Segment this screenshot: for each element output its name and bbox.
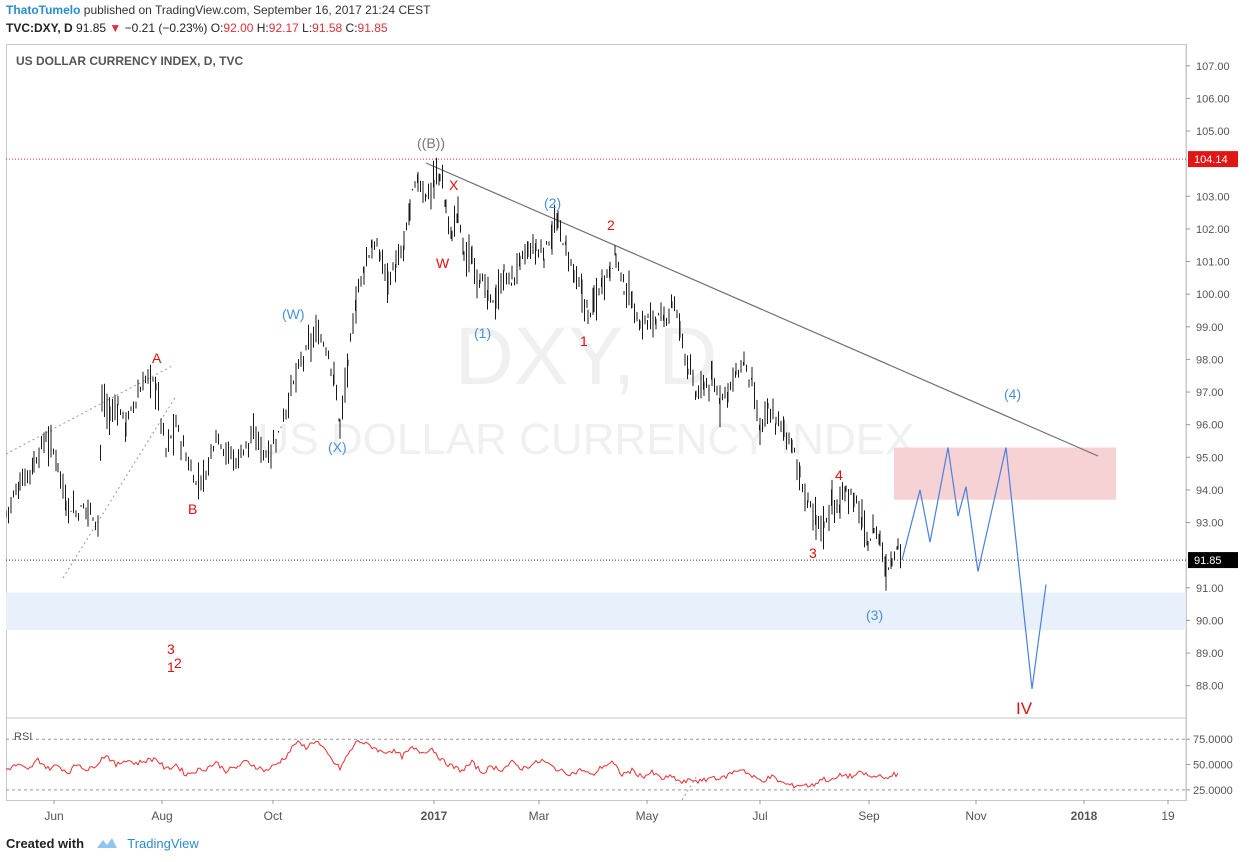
rsi-tick-label: 50.0000 <box>1193 760 1233 772</box>
wave-label-2-paren[interactable]: (2) <box>544 195 561 211</box>
price-tick-label: 91.00 <box>1196 583 1224 595</box>
down-arrow-icon: ▼ <box>109 21 122 35</box>
created-with-text: Created with <box>6 836 85 851</box>
ohlc-header: TVC:DXY, D 91.85 ▼ −0.21 (−0.23%) O:92.0… <box>6 21 388 35</box>
footer: Created with TradingView <box>6 836 199 852</box>
wave-label-IV[interactable]: IV <box>1016 699 1033 718</box>
price-tick-label: 105.00 <box>1196 126 1230 138</box>
time-tick-label: May <box>636 809 659 823</box>
wave-label-A[interactable]: A <box>152 350 162 366</box>
high-price-badge <box>1188 151 1238 168</box>
price-tick-label: 103.00 <box>1196 191 1230 203</box>
time-axis[interactable]: Jun Aug Oct 2017 Mar May Jul Sep Nov 2018 19 <box>44 800 1175 823</box>
rsi-trend-line <box>681 773 699 801</box>
price-tick-label: 93.00 <box>1196 518 1224 530</box>
price-tick-label: 98.00 <box>1196 354 1224 366</box>
wave-label-1-paren[interactable]: (1) <box>474 325 491 341</box>
support-zone[interactable] <box>6 592 1186 631</box>
rsi-line <box>6 740 899 789</box>
rsi-axis[interactable]: 75.0000 50.0000 25.0000 <box>1186 734 1233 797</box>
wave-label-W[interactable]: W <box>436 255 450 271</box>
rsi-tick-label: 75.0000 <box>1193 734 1233 746</box>
time-tick-label: 2017 <box>421 809 448 823</box>
time-tick-label: Jun <box>44 809 63 823</box>
time-tick-label: 2018 <box>1071 809 1098 823</box>
chart-svg[interactable]: DXY, D US DOLLAR CURRENCY INDEX US DOLLA… <box>6 44 1243 834</box>
time-tick-label: Oct <box>264 809 283 823</box>
price-tick-label: 107.00 <box>1196 61 1230 73</box>
wave-label-4-paren[interactable]: (4) <box>1004 386 1021 402</box>
wave-label-B[interactable]: B <box>188 501 197 517</box>
low-value: 91.58 <box>312 21 343 35</box>
price-tick-label: 97.00 <box>1196 387 1224 399</box>
high-label: H: <box>256 21 269 35</box>
close-value: 91.85 <box>357 21 388 35</box>
price-tick-label: 88.00 <box>1196 681 1224 693</box>
last-price-badge <box>1188 552 1238 569</box>
watermark-symbol: DXY, D <box>455 311 718 402</box>
price-axis[interactable]: 107.00 106.00 105.00 103.00 102.00 101.00 100.… <box>1186 61 1230 693</box>
descending-trendline[interactable] <box>425 162 1099 457</box>
tradingview-logo-icon <box>96 837 118 852</box>
tradingview-link[interactable]: TradingView <box>127 836 199 851</box>
close-label: C: <box>345 21 358 35</box>
price-bars <box>6 157 901 591</box>
high-value: 92.17 <box>268 21 299 35</box>
time-tick-label: Mar <box>529 809 550 823</box>
price-tick-label: 99.00 <box>1196 322 1224 334</box>
price-tick-label: 96.00 <box>1196 420 1224 432</box>
time-tick-label: Aug <box>151 809 172 823</box>
price-tick-label: 106.00 <box>1196 93 1230 105</box>
stacked-label-3[interactable]: 3 <box>167 641 175 657</box>
wave-label-X[interactable]: X <box>449 177 459 193</box>
wave-label-W-paren[interactable]: (W) <box>282 306 305 322</box>
open-label: O: <box>210 21 224 35</box>
stacked-label-2[interactable]: 2 <box>174 655 182 671</box>
price-change: −0.21 (−0.23%) <box>124 21 208 35</box>
open-value: 92.00 <box>223 21 254 35</box>
wave-label-4[interactable]: 4 <box>835 467 843 483</box>
low-label: L: <box>302 21 313 35</box>
author-link[interactable]: ThatoTumelo <box>6 3 81 17</box>
stacked-label-1[interactable]: 1 <box>167 659 175 675</box>
time-tick-label: Sep <box>858 809 880 823</box>
price-tick-label: 95.00 <box>1196 452 1224 464</box>
price-tick-label: 102.00 <box>1196 224 1230 236</box>
last-price-badge-text: 91.85 <box>1194 555 1222 567</box>
wave-label-X-paren[interactable]: (X) <box>328 439 347 455</box>
symbol-label: TVC:DXY, D <box>6 21 73 35</box>
time-tick-label: Jul <box>752 809 767 823</box>
time-tick-label: 19 <box>1161 809 1175 823</box>
wave-label-1[interactable]: 1 <box>580 333 588 349</box>
price-tick-label: 89.00 <box>1196 648 1224 660</box>
rsi-label: RSI <box>14 731 32 743</box>
wave-label-2[interactable]: 2 <box>607 217 615 233</box>
price-tick-label: 94.00 <box>1196 485 1224 497</box>
chart-frame[interactable]: DXY, D US DOLLAR CURRENCY INDEX US DOLLA… <box>6 44 1238 823</box>
price-tick-label: 90.00 <box>1196 615 1224 627</box>
published-text: published on TradingView.com, September … <box>83 3 431 17</box>
projection-path[interactable] <box>901 447 1047 690</box>
target-zone[interactable] <box>894 447 1116 500</box>
high-price-badge-text: 104.14 <box>1194 154 1228 166</box>
wave-label-B-double-paren[interactable]: ((B)) <box>417 135 445 151</box>
channel-upper-line[interactable] <box>6 365 173 455</box>
price-tick-label: 101.00 <box>1196 257 1230 269</box>
rsi-tick-label: 25.0000 <box>1193 785 1233 797</box>
price-tick-label: 100.00 <box>1196 289 1230 301</box>
wave-label-3[interactable]: 3 <box>809 545 817 561</box>
publish-info: ThatoTumelo published on TradingView.com… <box>6 3 430 17</box>
time-tick-label: Nov <box>965 809 986 823</box>
channel-lower-line[interactable] <box>62 395 177 579</box>
last-price: 91.85 <box>76 21 107 35</box>
chart-title: US DOLLAR CURRENCY INDEX, D, TVC <box>16 54 243 68</box>
wave-label-3-paren[interactable]: (3) <box>866 607 883 623</box>
watermark-name: US DOLLAR CURRENCY INDEX <box>258 415 915 464</box>
